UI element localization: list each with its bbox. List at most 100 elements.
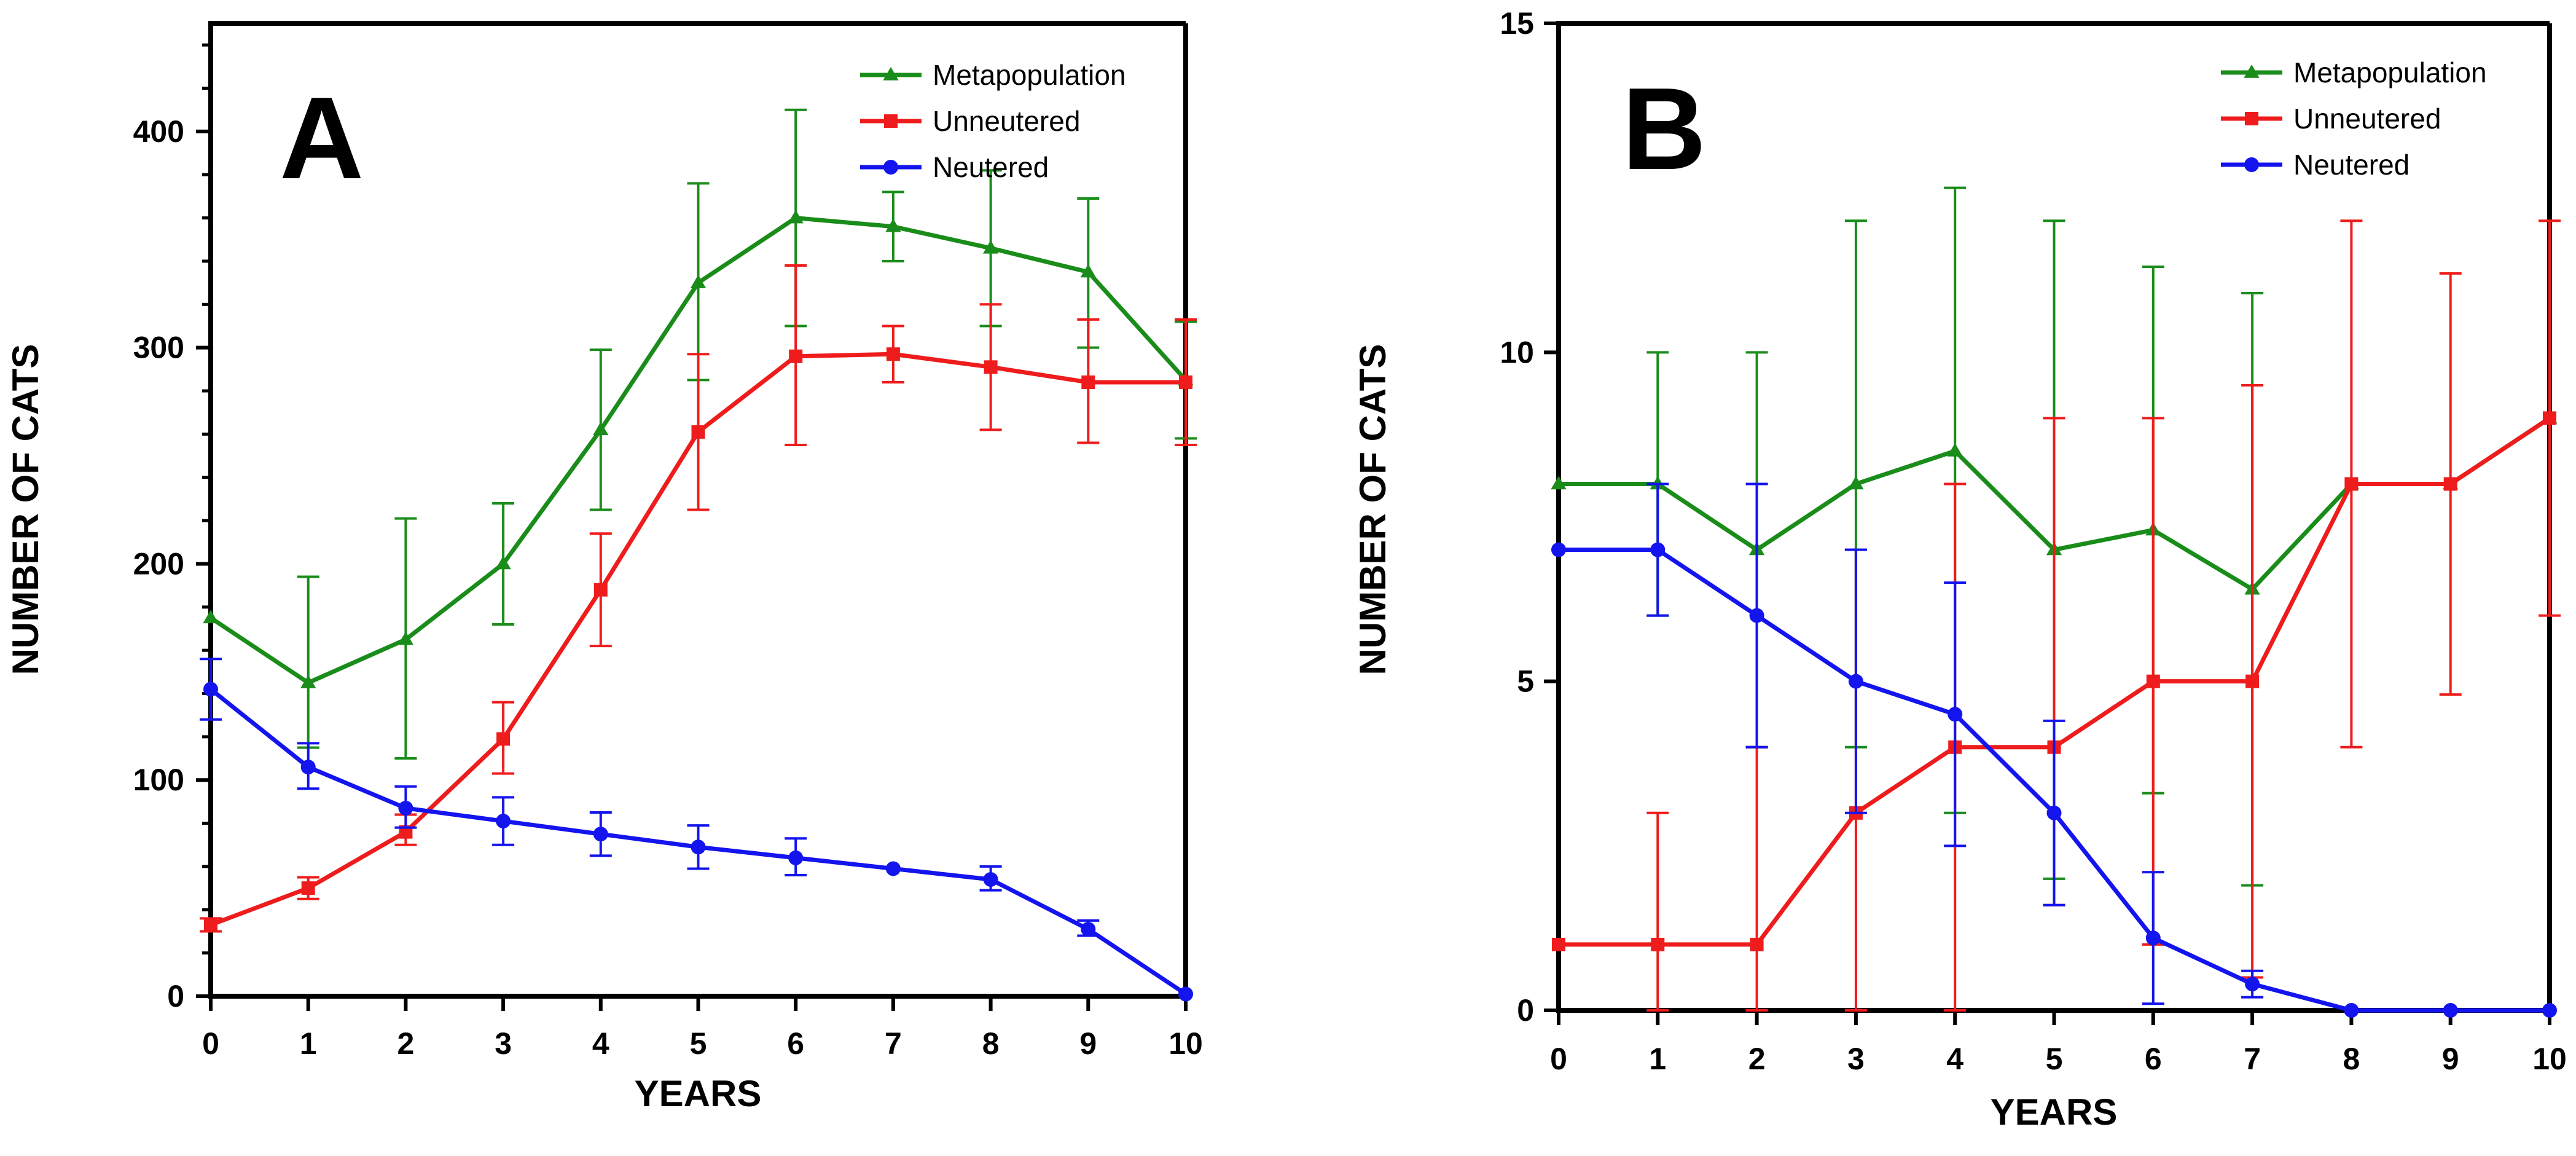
chart-panel-b: 0 5 10 15 0 1 2 3 4 5 6 7 8 9 10 YEARS NUMBER OF CATS B Me… <box>1352 6 2567 1133</box>
data-point-triangle-marker <box>495 556 511 570</box>
data-point-circle-marker <box>203 682 218 697</box>
data-point-circle-marker <box>1650 542 1666 557</box>
data-point-triangle-marker <box>1848 476 1864 490</box>
legend: Metapopulation Unneutered Neutered <box>2221 57 2487 181</box>
data-point-triangle-marker <box>593 422 609 436</box>
legend-square-marker <box>2245 112 2258 125</box>
legend-label: Metapopulation <box>933 59 1126 91</box>
legend-label: Unneutered <box>2293 103 2441 135</box>
x-tick-label: 2 <box>397 1026 414 1061</box>
data-point-square-marker <box>204 918 217 932</box>
data-point-circle-marker <box>1081 921 1096 937</box>
data-point-square-marker <box>1081 375 1095 389</box>
x-tick-label: 9 <box>2442 1042 2459 1076</box>
legend-label: Neutered <box>933 151 1049 183</box>
data-point-circle-marker <box>1848 674 1863 689</box>
x-tick-label: 5 <box>690 1026 707 1061</box>
x-tick-label: 10 <box>1169 1026 1203 1061</box>
data-point-square-marker <box>2344 477 2359 491</box>
data-point-triangle-marker <box>1947 442 1963 457</box>
x-tick-label: 2 <box>1748 1042 1766 1076</box>
x-tick-label: 3 <box>1847 1042 1865 1076</box>
data-point-circle-marker <box>398 800 413 816</box>
data-point-circle-marker <box>300 760 316 775</box>
data-point-triangle-marker <box>885 218 901 232</box>
data-point-circle-marker <box>691 839 706 855</box>
x-tick-label: 5 <box>2046 1042 2063 1076</box>
x-tick-label: 7 <box>2244 1042 2261 1076</box>
data-point-circle-marker <box>983 872 998 887</box>
x-tick-label: 1 <box>1649 1042 1666 1076</box>
data-point-circle-marker <box>2344 1003 2359 1018</box>
legend-label: Unneutered <box>933 105 1080 137</box>
legend-label: Metapopulation <box>2293 57 2487 88</box>
data-point-square-marker <box>886 347 900 361</box>
panel-label: B <box>1622 64 1706 194</box>
x-tick-label: 9 <box>1079 1026 1097 1061</box>
legend-circle-marker <box>883 160 898 175</box>
data-point-triangle-marker <box>1080 264 1096 278</box>
data-point-square-marker <box>984 360 998 374</box>
data-point-square-marker <box>301 881 315 895</box>
data-point-triangle-marker <box>203 610 219 624</box>
x-tick-label: 0 <box>202 1026 219 1061</box>
y-axis-title: NUMBER OF CATS <box>1352 344 1393 675</box>
data-point-circle-marker <box>2046 805 2062 820</box>
data-point-square-marker <box>2146 674 2160 688</box>
legend-triangle-marker <box>2244 65 2260 78</box>
legend: Metapopulation Unneutered Neutered <box>860 59 1126 183</box>
data-point-triangle-marker <box>788 210 804 224</box>
x-tick-label: 6 <box>787 1026 804 1061</box>
data-point-triangle-marker <box>1551 476 1567 490</box>
data-point-circle-marker <box>2443 1003 2458 1018</box>
x-tick-label: 3 <box>495 1026 512 1061</box>
data-point-square-marker <box>691 425 705 439</box>
data-point-circle-marker <box>496 814 511 829</box>
y-axis-title: NUMBER OF CATS <box>5 344 46 675</box>
data-point-triangle-marker <box>300 674 316 688</box>
data-point-square-marker <box>2543 411 2556 425</box>
legend-label: Neutered <box>2293 149 2410 181</box>
data-point-circle-marker <box>1948 707 1963 722</box>
y-tick-label: 200 <box>133 546 184 581</box>
series-unneutered <box>1552 219 2561 1012</box>
legend-square-marker <box>884 114 898 128</box>
x-tick-label: 0 <box>1550 1042 1567 1076</box>
data-point-triangle-marker <box>982 240 999 254</box>
data-point-circle-marker <box>788 850 804 865</box>
y-tick-label: 5 <box>1517 664 1534 699</box>
x-tick-label: 4 <box>592 1026 609 1061</box>
x-tick-label: 6 <box>2145 1042 2162 1076</box>
panel-label: A <box>280 73 364 203</box>
data-point-triangle-marker <box>397 631 414 645</box>
y-tick-label: 400 <box>133 114 184 149</box>
legend-triangle-marker <box>883 67 899 81</box>
x-tick-label: 8 <box>2343 1042 2360 1076</box>
y-tick-label: 100 <box>133 763 184 797</box>
data-point-circle-marker <box>1551 542 1566 557</box>
x-tick-label: 8 <box>982 1026 1000 1061</box>
data-point-circle-marker <box>2542 1003 2557 1018</box>
data-point-square-marker <box>1552 937 1565 951</box>
series-neutered <box>200 658 1193 1002</box>
data-point-circle-marker <box>2245 977 2260 992</box>
data-point-square-marker <box>789 349 803 363</box>
data-point-square-marker <box>496 732 511 746</box>
data-point-triangle-marker <box>690 275 707 288</box>
data-point-square-marker <box>2443 477 2457 491</box>
x-axis-title: YEARS <box>1991 1091 2118 1133</box>
data-point-square-marker <box>1750 937 1764 951</box>
data-point-triangle-marker <box>1650 476 1666 490</box>
data-point-circle-marker <box>2145 930 2161 946</box>
data-point-circle-marker <box>1178 986 1193 1002</box>
y-tick-label: 0 <box>167 979 184 1013</box>
y-tick-label: 15 <box>1500 6 1534 41</box>
x-tick-label: 7 <box>885 1026 902 1061</box>
data-point-square-marker <box>2245 674 2260 688</box>
x-tick-label: 1 <box>300 1026 317 1061</box>
data-point-square-marker <box>1179 375 1192 389</box>
chart-panel-a: 0 100 200 300 400 0 1 2 3 4 5 6 7 8 9 10 YEARS NUMBER OF … <box>5 21 1203 1114</box>
data-point-square-marker <box>593 583 608 597</box>
data-point-circle-marker <box>885 861 901 876</box>
